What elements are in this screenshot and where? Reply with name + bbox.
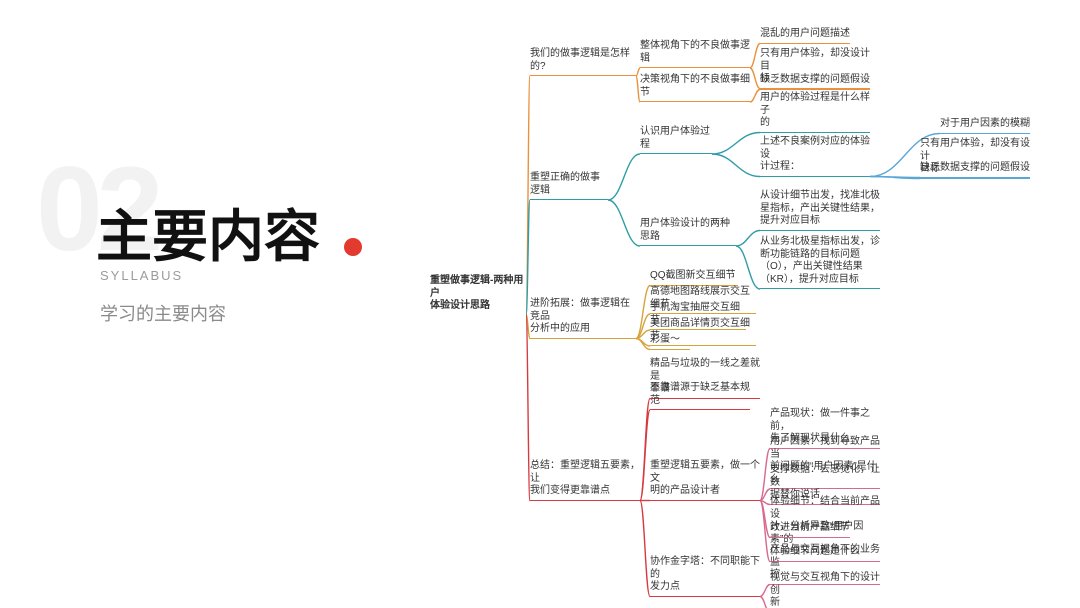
mindmap-edge xyxy=(636,339,650,350)
mindmap-root: 重塑做事逻辑-两种用户 体验设计思路 xyxy=(430,275,526,315)
mindmap-node: 缺乏数据支撑的问题假设 xyxy=(760,74,870,90)
mindmap-edge xyxy=(870,177,920,178)
mindmap-node: 我们的做事逻辑是怎样的? xyxy=(530,48,636,76)
mindmap-edge xyxy=(750,44,760,69)
mindmap-edge xyxy=(750,90,760,103)
mindmap-edge xyxy=(736,231,760,247)
mindmap-edge xyxy=(712,154,760,177)
mindmap-edge xyxy=(608,200,640,246)
mindmap-node: QQ截图新交互细节 xyxy=(650,270,738,286)
mindmap-node: 缺乏数据支撑的问题假设 xyxy=(920,162,1030,178)
mindmap-node: 上述不良案例对应的体验设 计过程： xyxy=(760,136,870,177)
mindmap-node: 视觉与交互视角下的设计创 新 xyxy=(770,572,880,608)
mindmap-node: 进阶拓展：做事逻辑在竞品 分析中的应用 xyxy=(530,298,636,339)
mindmap-edge xyxy=(760,501,770,562)
mindmap-node: 用户体验设计的两种思路 xyxy=(640,218,736,246)
mindmap: 重塑做事逻辑-两种用户 体验设计思路 我们的做事逻辑是怎样的?整体视角下的不良做事… xyxy=(0,0,1080,608)
mindmap-edge xyxy=(750,68,760,89)
mindmap-edge xyxy=(760,585,770,597)
mindmap-edge xyxy=(640,410,650,501)
mindmap-node: 整体视角下的不良做事逻辑 xyxy=(640,40,750,68)
mindmap-node: 从设计细节出发，找准北极 星指标，产出关键性结果， 提升对应目标 xyxy=(760,190,880,231)
mindmap-node: 彩蛋～ xyxy=(650,334,690,350)
mindmap-edge xyxy=(736,246,760,289)
mindmap-node: 混乱的用户问题描述 xyxy=(760,28,850,44)
mindmap-node: 决策视角下的不良做事细节 xyxy=(640,74,750,102)
mindmap-node: 重塑正确的做事逻辑 xyxy=(530,172,608,200)
mindmap-edge xyxy=(712,133,760,155)
mindmap-node: 不靠谱源于缺乏基本规范 xyxy=(650,382,750,410)
mindmap-edge xyxy=(640,501,650,597)
mindmap-edge xyxy=(608,154,640,200)
mindmap-edge xyxy=(760,597,770,608)
mindmap-node: 从业务北极星指标出发，诊 断功能链路的目标问题 （O），产出关键性结果 （KR）… xyxy=(760,236,880,289)
mindmap-edge xyxy=(760,449,770,501)
mindmap-node: 协作金字塔：不同职能下的 发力点 xyxy=(650,556,760,597)
mindmap-node: 重塑逻辑五要素，做一个文 明的产品设计者 xyxy=(650,460,760,501)
mindmap-node: 认识用户体验过程 xyxy=(640,126,712,154)
mindmap-node: 总结：重塑逻辑五要素，让 我们变得更靠谱点 xyxy=(530,460,640,501)
mindmap-node: 对于用户因素的模糊 xyxy=(940,118,1030,134)
mindmap-node: 用户的体验过程是什么样子 的 xyxy=(760,92,870,133)
mindmap-node: 改进当前产品细节 xyxy=(770,522,850,538)
